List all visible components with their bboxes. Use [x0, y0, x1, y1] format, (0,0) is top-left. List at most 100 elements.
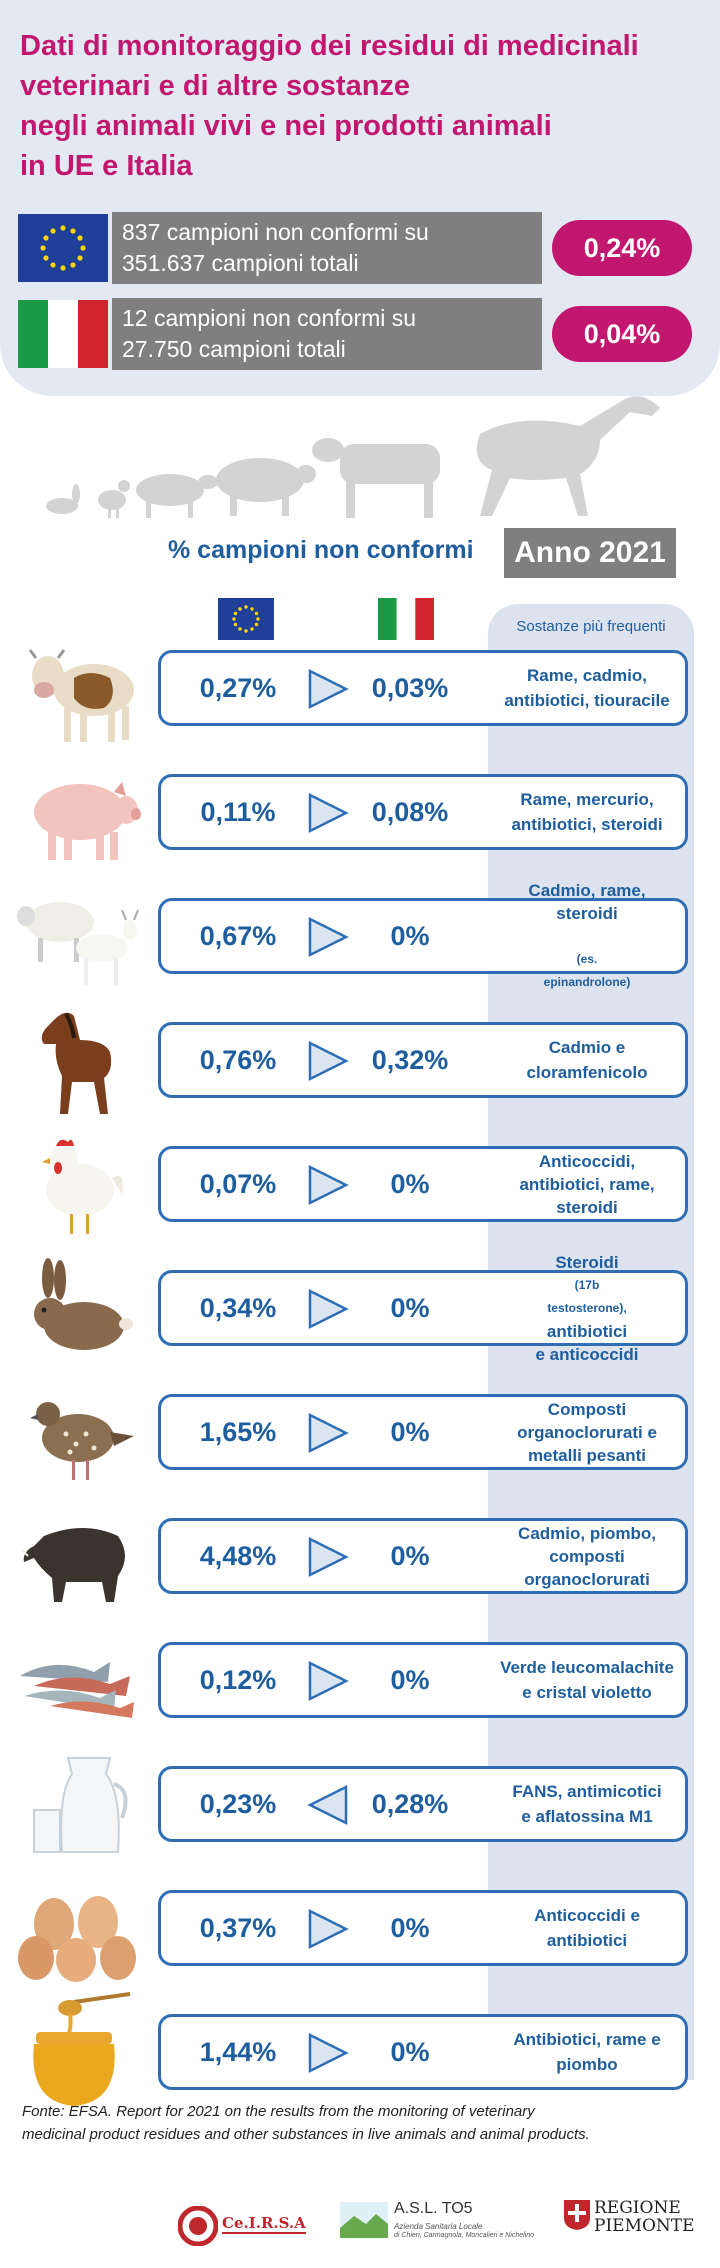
substances-word: steroidi — [556, 903, 618, 923]
subtitle: % campioni non conformi — [168, 536, 474, 564]
row-card — [158, 1642, 688, 1718]
it-percent: 0% — [390, 1665, 430, 1695]
substances-line: organoclorurati — [524, 1569, 650, 1589]
it-flag-icon — [378, 598, 434, 640]
table-row: 1,44% 0% Antibiotici, rame e piombo — [0, 1992, 720, 2112]
piemonte-logo: REGIONE PIEMONTE — [564, 2198, 695, 2254]
table-row: 0,34% 0% Steroidi (17b testosterone), an… — [0, 1248, 720, 1368]
substances-line: steroidi — [556, 1197, 618, 1217]
row-card — [158, 1890, 688, 1966]
cirsa-logo: Ce.I.R.S.A — [178, 2198, 306, 2254]
it-summary-text: 12 campioni non conformi su 27.750 campi… — [112, 298, 542, 370]
substances-line: Rame, cadmio, — [527, 666, 647, 685]
substances-line: FANS, antimicotici — [512, 1782, 662, 1801]
it-percent: 0% — [390, 1541, 430, 1571]
title-line: veterinari e di altre sostanze — [20, 70, 411, 102]
fish-icon — [20, 1662, 134, 1718]
substances-line: Rame, mercurio, — [520, 790, 654, 809]
eu-percent: 0,37% — [199, 1913, 277, 1943]
it-percent: 0% — [390, 1169, 430, 1199]
it-summary-row: 12 campioni non conformi su 27.750 campi… — [18, 298, 708, 370]
substances-line: testosterone), antibiotici — [547, 1297, 627, 1343]
eu-flag-icon — [218, 598, 274, 640]
honey-icon — [33, 1992, 131, 2106]
cirsa-logo-icon — [178, 2206, 218, 2246]
eu-percent: 0,23% — [199, 1789, 277, 1819]
asl-logo-subtitle: Azienda Sanitaria Locale — [394, 2222, 483, 2231]
it-percent: 0% — [390, 921, 430, 951]
substances-line: e anticoccidi — [535, 1344, 639, 1364]
row-card — [158, 1518, 688, 1594]
eu-percent-badge: 0,24% — [552, 220, 692, 276]
substances-line: metalli pesanti — [527, 1445, 647, 1465]
chicken-icon — [42, 1139, 123, 1234]
it-flag-icon — [18, 300, 108, 368]
it-percent: 0,08% — [371, 797, 449, 827]
substances-line: antibiotici — [546, 1931, 628, 1950]
year-badge: Anno 2021 — [504, 528, 676, 578]
animal-silhouettes-icon — [46, 396, 660, 518]
it-percent: 0% — [390, 1293, 430, 1323]
row-card — [158, 1146, 688, 1222]
substances-line: Antibiotici, rame e — [513, 2030, 661, 2049]
substances-line: Anticoccidi, — [538, 1151, 636, 1171]
table-row: 0,07% 0% Anticoccidi, antibiotici, rame,… — [0, 1124, 720, 1244]
arrow-right-icon — [308, 1164, 349, 1206]
row-card — [158, 774, 688, 850]
row-card — [158, 1270, 688, 1346]
eu-percent: 4,48% — [199, 1541, 277, 1571]
eu-summary-text: 837 campioni non conformi su 351.637 cam… — [112, 212, 542, 284]
substances-line: e cristal violetto — [522, 1683, 652, 1702]
eu-percent: 1,44% — [199, 2037, 277, 2067]
substances-text: Anticoccidi e antibiotici — [490, 1890, 684, 1966]
table-row: 0,76% 0,32% Cadmio e cloramfenicolo — [0, 1000, 720, 1120]
substances-line: e aflatossina M1 — [521, 1807, 653, 1826]
eu-percent: 0,76% — [199, 1045, 277, 1075]
substances-text: FANS, antimicotici e aflatossina M1 — [490, 1766, 684, 1842]
row-card — [158, 1394, 688, 1470]
title-line: in UE e Italia — [20, 150, 193, 182]
it-percent: 0% — [390, 1913, 430, 1943]
eu-percent: 1,65% — [199, 1417, 277, 1447]
arrow-right-icon — [308, 1536, 349, 1578]
it-percent: 0,32% — [371, 1045, 449, 1075]
it-summary-line: 12 campioni non conformi su — [122, 305, 417, 331]
cirsa-logo-text: Ce.I.R.S.A — [222, 2214, 306, 2234]
substances-text: Cadmio, piombo, composti organoclorurati — [490, 1518, 684, 1594]
substances-text: Anticoccidi, antibiotici, rame, steroidi — [490, 1146, 684, 1222]
substances-line: piombo — [556, 2055, 618, 2074]
eu-percent: 0,12% — [199, 1665, 277, 1695]
substances-note: (17b — [574, 1277, 600, 1292]
substances-line: Cadmio e — [548, 1038, 626, 1057]
substances-line: antibiotici, rame, — [519, 1174, 655, 1194]
row-card — [158, 1766, 688, 1842]
substances-text: Cadmio, rame, steroidi (es. epinandrolon… — [490, 881, 684, 989]
it-percent: 0% — [390, 2037, 430, 2067]
page-title: Dati di monitoraggio dei residui di medi… — [20, 26, 710, 186]
substances-text: Composti organoclorurati e metalli pesan… — [490, 1394, 684, 1470]
title-line: Dati di monitoraggio dei residui di medi… — [20, 30, 639, 62]
substances-line: cloramfenicolo — [526, 1063, 648, 1082]
pig-icon — [34, 782, 141, 860]
sheep-goat-icon — [17, 902, 139, 986]
eu-flag-icon — [18, 214, 108, 282]
eggs-icon — [18, 1896, 136, 1982]
substances-line: organoclorurati e — [517, 1422, 657, 1442]
substances-text: Verde leucomalachite e cristal violetto — [490, 1642, 684, 1718]
piemonte-shield-icon — [564, 2200, 590, 2230]
substances-line: Anticoccidi e — [534, 1906, 640, 1925]
row-card — [158, 2014, 688, 2090]
source-line: medicinal product residues and other sub… — [22, 2126, 590, 2143]
substances-line: steroidi (es. — [556, 902, 617, 971]
arrow-right-icon — [308, 1908, 349, 1950]
row-card — [158, 898, 688, 974]
eu-summary-line: 837 campioni non conformi su — [122, 219, 429, 245]
row-card — [158, 1022, 688, 1098]
table-row: 0,27% 0,03% Rame, cadmio, antibiotici, t… — [0, 628, 720, 748]
table-row: 0,12% 0% Verde leucomalachite e cristal … — [0, 1620, 720, 1740]
substances-line: Composti — [547, 1399, 627, 1419]
cow-icon — [28, 649, 134, 742]
header-panel: Dati di monitoraggio dei residui di medi… — [0, 0, 720, 396]
substances-line: antibiotici, tiouracile — [504, 691, 670, 710]
substances-text: Steroidi (17b testosterone), antibiotici… — [490, 1253, 684, 1364]
